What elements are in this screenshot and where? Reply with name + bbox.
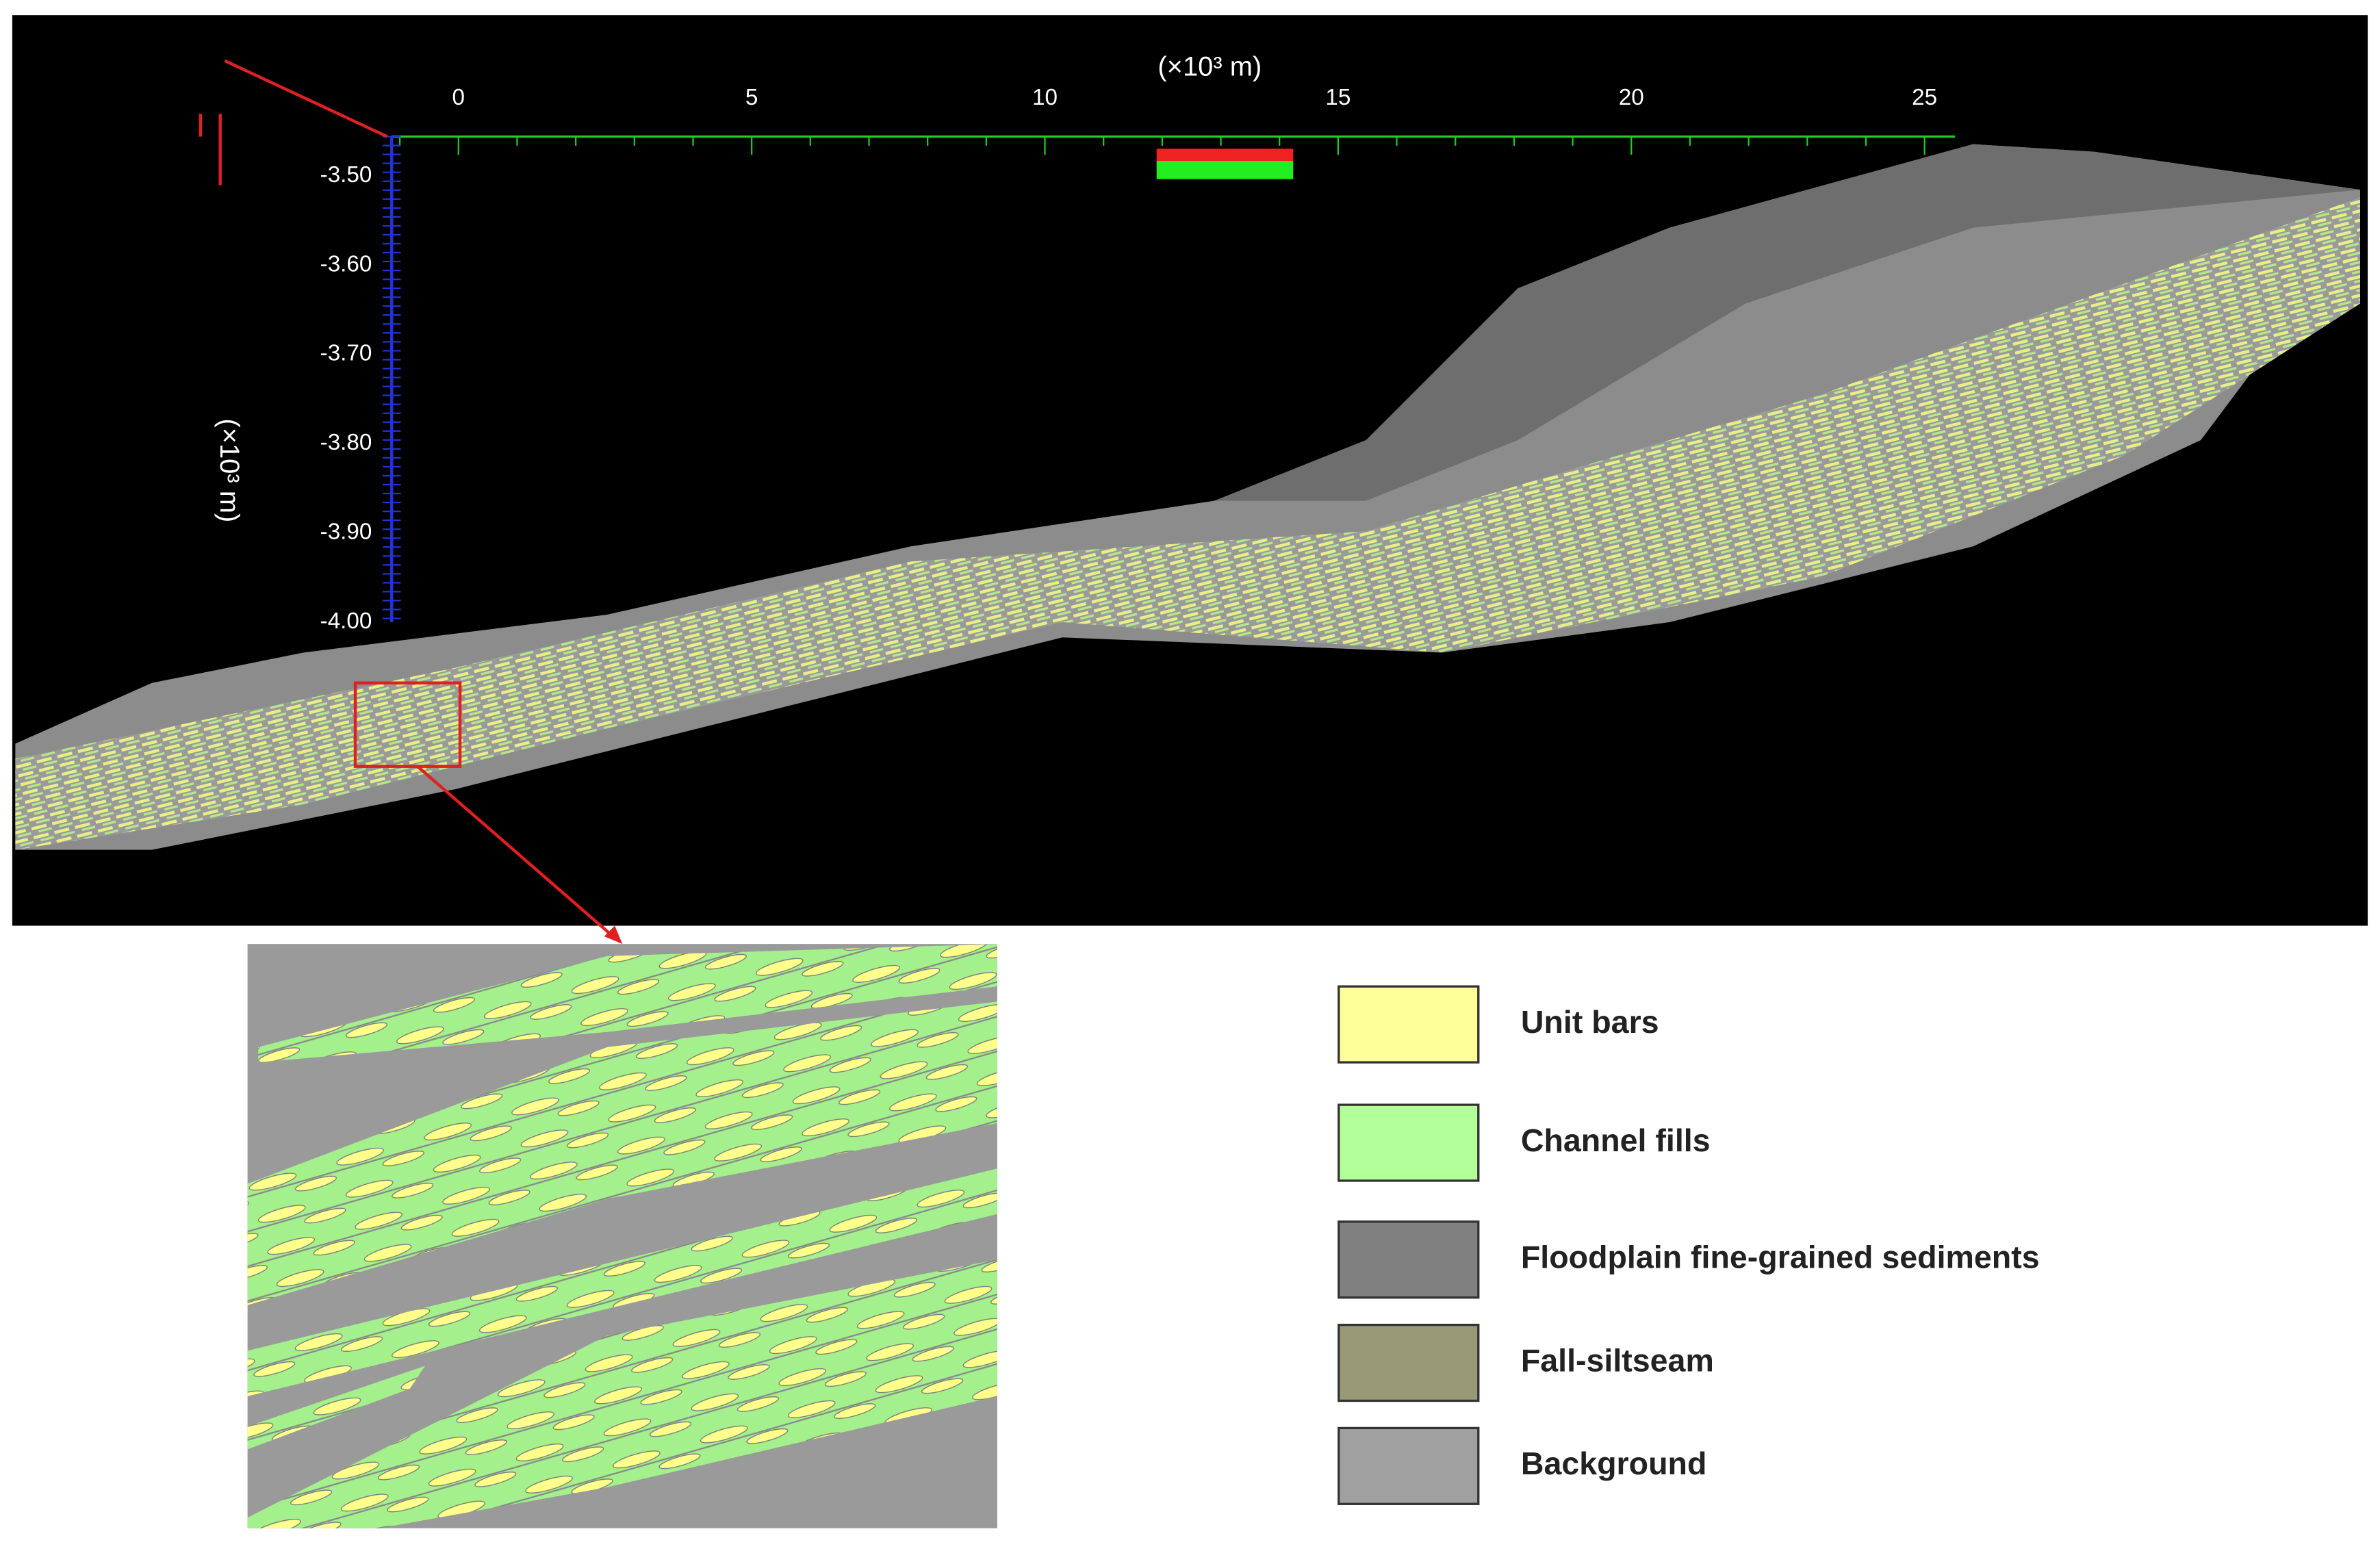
inset-band [247,1001,997,1305]
legend: Unit bars Channel fills Floodplain fine-gr… [1338,985,2040,1505]
x-tick-label: 15 [1325,85,1351,110]
legend-label: Unit bars [1521,1004,1659,1040]
x-tick-label: 20 [1619,85,1644,110]
zoom-box [353,681,462,768]
z-axis-unit: (×10³ m) [214,418,244,522]
legend-label: Floodplain fine-grained sediments [1521,1240,2040,1275]
z-tick-label: -3.50 [320,162,372,188]
z-tick-label: -3.60 [320,251,372,277]
inset-band [247,1168,997,1396]
zoom-arrow [416,765,616,939]
x-axis-unit: (×10³ m) [1157,51,1262,81]
z-tick-label: -3.90 [320,519,372,544]
inset-band [247,1259,997,1528]
legend-swatch [1338,1220,1480,1299]
inset-band [247,1366,426,1450]
terrain-light [1214,144,2360,501]
z-axis: (×10³ m) -3.50 -3.60 -3.70 -3.80 -3.90 -4.00 [214,136,401,634]
z-tick-label: -4.00 [320,608,372,634]
legend-label: Background [1521,1446,1707,1481]
x-axis: (×10³ m) 0 5 10 15 20 25 [392,51,1955,155]
x-tick-label: 25 [1912,85,1937,110]
x-tick-label: 5 [745,85,758,110]
inset [247,944,997,1528]
legend-swatch [1338,1323,1480,1402]
arrow-head [604,925,623,945]
z-tick-label: -3.80 [320,430,372,455]
compass-axis [199,59,388,185]
x-tick-label: 0 [452,85,465,110]
inset-band [258,944,997,1063]
legend-swatch [1338,1426,1480,1505]
legend-label: Channel fills [1521,1123,1711,1158]
scale-marker [1156,149,1294,179]
strata-section [15,197,2360,850]
legend-label: Fall-siltseam [1521,1342,1714,1378]
legend-swatch [1338,985,1480,1064]
z-tick-label: -3.70 [320,341,372,366]
x-tick-label: 10 [1032,85,1058,110]
legend-swatch [1338,1103,1480,1182]
